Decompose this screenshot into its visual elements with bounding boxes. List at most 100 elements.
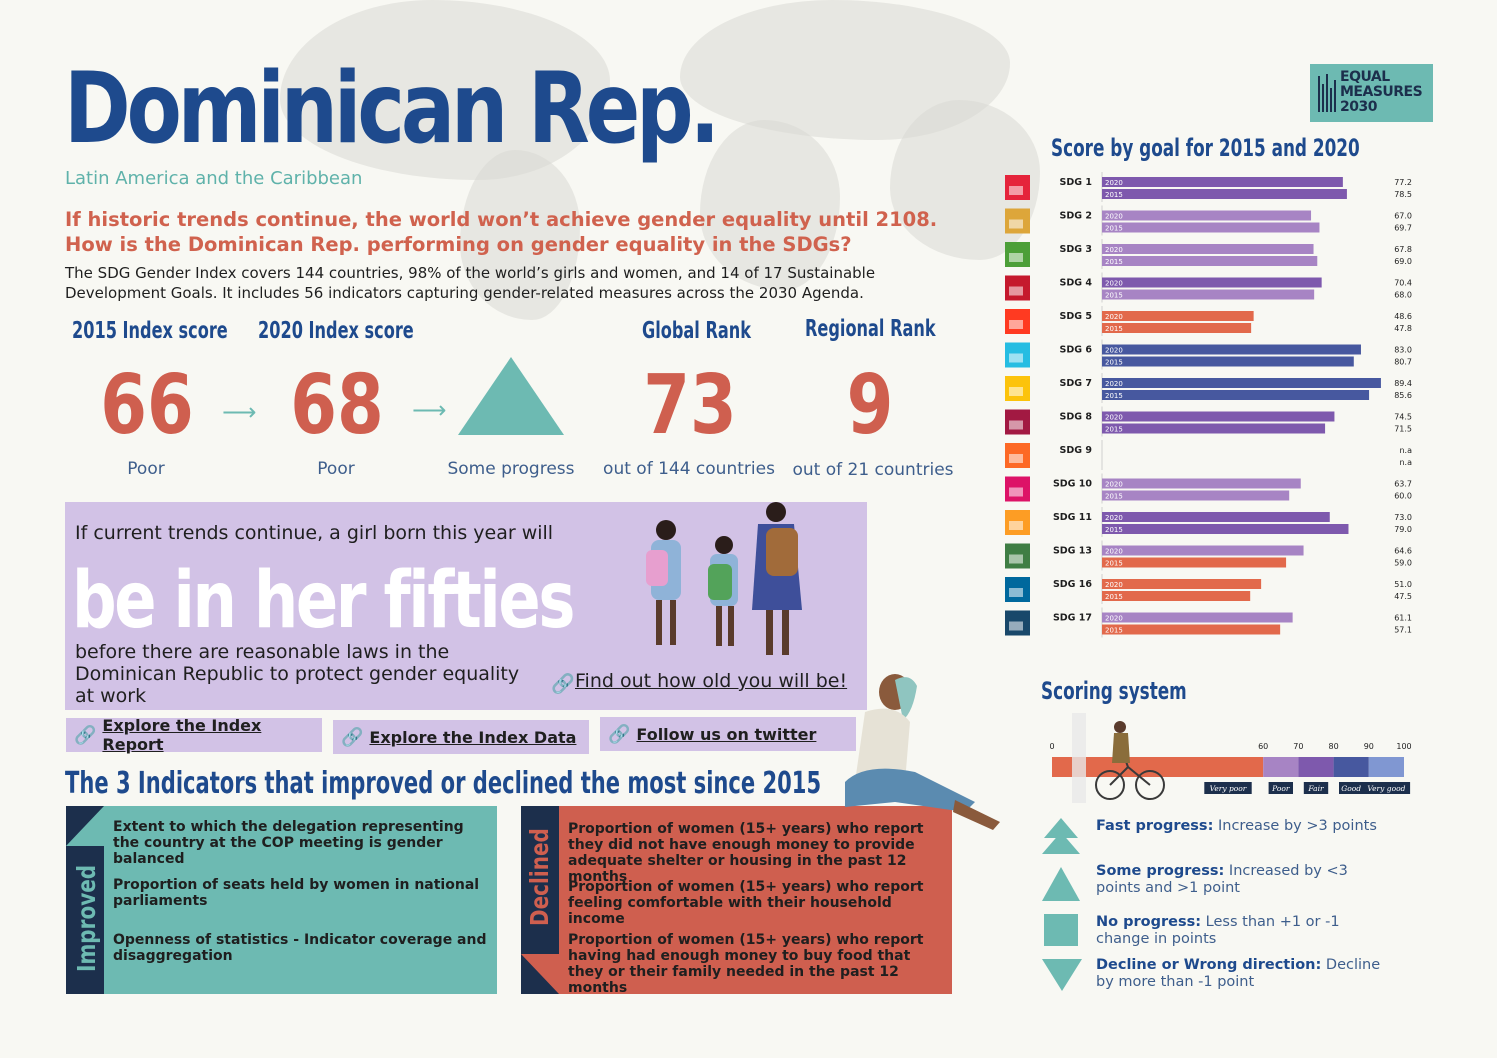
- sdg-bar-series-label: 2020: [1105, 414, 1123, 422]
- sdg-category-label: SDG 9: [1060, 445, 1092, 456]
- scoring-band: [1263, 757, 1299, 777]
- sdg-category-label: SDG 10: [1053, 479, 1092, 490]
- sdg-goal-icon-glyph: [1009, 320, 1023, 329]
- sdg-goal-icon-glyph: [1009, 186, 1023, 195]
- explore-report-link[interactable]: 🔗 Explore the Index Report: [66, 716, 322, 754]
- scoring-band-label: Fair: [1307, 784, 1324, 793]
- sdg-bar-series-label: 2015: [1105, 392, 1123, 400]
- legend-decline-text: Decline or Wrong direction: Decline by m…: [1096, 957, 1381, 990]
- sdg-category-label: SDG 4: [1060, 278, 1093, 289]
- detail-line: Dominican Republic to protect gender equ…: [75, 663, 520, 685]
- sdg-goal-icon-glyph: [1009, 487, 1023, 497]
- sdg-goal-icon-glyph: [1009, 588, 1023, 597]
- sdg-category-label: SDG 7: [1060, 378, 1092, 389]
- arrow-right-icon: ⟶: [222, 398, 257, 426]
- sdg-bar-series-label: 2020: [1105, 179, 1123, 187]
- sdg-value-label-2015: 85.6: [1394, 391, 1412, 400]
- sdg-value-label-2015: 47.5: [1394, 592, 1412, 601]
- progress-label: Some progress: [447, 459, 575, 479]
- sdg-value-label-2015: 59.0: [1394, 559, 1412, 568]
- sdg-bar-series-label: 2015: [1105, 627, 1123, 635]
- sdg-bar-2015: [1102, 289, 1315, 300]
- sdg-value-label-2015: 69.7: [1394, 224, 1412, 233]
- triangle-up-icon: [1042, 867, 1080, 901]
- sdg-bar-series-label: 2015: [1105, 426, 1123, 434]
- bicycle-wheel-icon: [1135, 770, 1165, 800]
- sdg-bar-series-label: 2020: [1105, 514, 1123, 522]
- link-chain-icon: 🔗: [551, 673, 575, 695]
- sdg-bar-series-label: 2020: [1105, 280, 1123, 288]
- sdg-goal-icon-glyph: [1009, 353, 1023, 363]
- sdg-goal-icon-glyph: [1009, 253, 1023, 262]
- sdg-value-label-2020: 64.6: [1394, 547, 1412, 556]
- sdg-bar-2020: [1102, 244, 1314, 254]
- sdg-value-label-2020: 70.4: [1394, 279, 1412, 288]
- sdg-bar-2020: [1102, 512, 1330, 522]
- sdg-goal-icon-glyph: [1009, 454, 1023, 463]
- improved-indicator: Proportion of seats held by women in nat…: [113, 877, 480, 909]
- girl-forecast-intro: If current trends continue, a girl born …: [75, 522, 554, 544]
- scoring-band-label: Very poor: [1210, 784, 1247, 793]
- improved-indicator: Extent to which the delegation represent…: [113, 819, 464, 867]
- explore-data-link[interactable]: 🔗 Explore the Index Data: [333, 720, 589, 754]
- score-2020-value: 68: [290, 358, 384, 453]
- some-progress-triangle-icon: [458, 357, 564, 435]
- sdg-value-label-2020: 61.1: [1394, 614, 1412, 623]
- cyclist-head-icon: [1114, 721, 1126, 733]
- sdg-category-label: SDG 5: [1060, 311, 1092, 322]
- legend-decline: Decline or Wrong direction: Decline by m…: [1042, 957, 1402, 997]
- headline-question: If historic trends continue, the world w…: [65, 207, 937, 257]
- sdg-bar-2020: [1102, 210, 1312, 221]
- declined-indicator: Proportion of women (15+ years) who repo…: [568, 879, 924, 927]
- bicycle-wheel-icon: [1095, 770, 1125, 800]
- corner-notch-icon: [521, 954, 559, 994]
- sdg-bar-2020: [1102, 478, 1301, 489]
- regional-rank-value: 9: [846, 358, 894, 453]
- logo-text: EQUAL MEASURES 2030: [1340, 70, 1423, 115]
- legend-no-progress: No progress: Less than +1 or -1 change i…: [1042, 914, 1402, 954]
- sdg-category-label: SDG 6: [1060, 345, 1093, 356]
- sdg-bar-2020: [1102, 344, 1361, 355]
- find-age-link[interactable]: Find out how old you will be!: [575, 670, 848, 692]
- scoring-band: [1298, 757, 1334, 777]
- sdg-bar-2015: [1102, 256, 1318, 266]
- logo-bars-icon: [1318, 74, 1336, 112]
- sdg-value-label-2015: 80.7: [1394, 358, 1412, 367]
- equal-measures-logo[interactable]: EQUAL MEASURES 2030: [1310, 64, 1433, 122]
- chart-title: Score by goal for 2015 and 2020: [1051, 134, 1360, 162]
- scoring-band-label-bg: [1268, 782, 1293, 794]
- scoring-tick-label: 60: [1258, 742, 1268, 751]
- sdg-category-label: SDG 2: [1060, 211, 1092, 222]
- corner-notch-icon: [66, 806, 104, 846]
- world-map-background: [700, 120, 840, 290]
- twitter-label: Follow us on twitter: [636, 724, 817, 744]
- global-rank-heading: Global Rank: [642, 318, 751, 344]
- sdg-bar-series-label: 2020: [1105, 380, 1123, 388]
- splash-decoration: [1072, 713, 1086, 803]
- sdg-value-label-2015: 57.1: [1394, 626, 1412, 635]
- link-chain-icon: 🔗: [608, 723, 631, 745]
- sdg-value-label-2020: 73.0: [1394, 513, 1412, 522]
- sdg-category-label: SDG 8: [1060, 412, 1093, 423]
- world-map-background: [280, 0, 610, 180]
- sdg-bar-series-label: 2015: [1105, 225, 1123, 233]
- sdg-bar-series-label: 2015: [1105, 191, 1123, 199]
- world-map-background: [460, 150, 580, 320]
- question-line: If historic trends continue, the world w…: [65, 208, 938, 231]
- sdg-bar-series-label: 2015: [1105, 258, 1123, 266]
- sdg-value-label-2015: 69.0: [1394, 257, 1412, 266]
- declined-side-bar: [521, 806, 559, 994]
- twitter-link[interactable]: 🔗 Follow us on twitter: [600, 717, 856, 751]
- regional-rank-label: out of 21 countries: [792, 460, 954, 480]
- logo-line: 2030: [1340, 99, 1377, 115]
- sdg-value-label-2020: 67.8: [1394, 245, 1412, 254]
- sdg-bar-series-label: 2020: [1105, 548, 1123, 556]
- sdg-category-label: SDG 16: [1053, 579, 1092, 590]
- sdg-bar-2020: [1102, 545, 1304, 556]
- arrow-right-icon: ⟶: [412, 396, 447, 424]
- sdg-value-label-2020: n.a: [1399, 446, 1412, 455]
- legend-some-progress: Some progress: Increased by <3 points an…: [1042, 863, 1402, 903]
- sdg-value-label-2020: 48.6: [1394, 312, 1412, 321]
- sdg-bar-series-label: 2020: [1105, 246, 1123, 254]
- sdg-bar-2020: [1102, 378, 1381, 388]
